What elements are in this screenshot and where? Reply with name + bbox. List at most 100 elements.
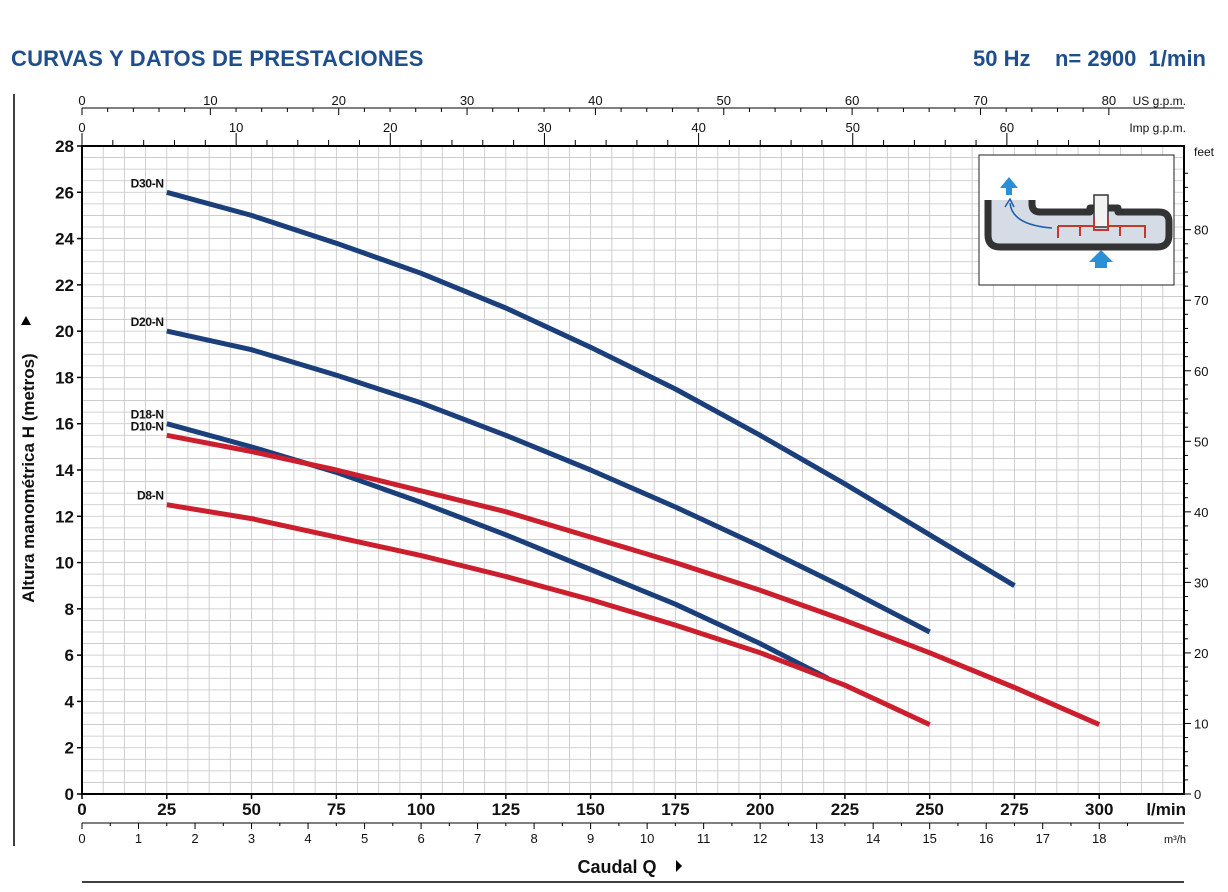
feet-tick-label: 80 (1194, 223, 1208, 238)
grid (81, 145, 1185, 795)
m3h-tick-label: 13 (809, 831, 823, 846)
impgpm-tick-label: 20 (383, 120, 397, 135)
y-axis-title: Altura manométrica H (metros) (19, 353, 38, 602)
series-label-d10-n: D10-N (131, 419, 164, 433)
outlet-arrow-icon (1000, 177, 1018, 195)
feet-tick-label: 20 (1194, 646, 1208, 661)
x-tick-label: 150 (576, 800, 604, 819)
series-curve-d20-n (166, 328, 931, 635)
series-curve-d30-n (166, 189, 1016, 588)
x-axis-title: Caudal Q (577, 857, 656, 877)
x-tick-label: 75 (327, 800, 346, 819)
feet-tick-label: 10 (1194, 716, 1208, 731)
impgpm-tick-label: 60 (1000, 120, 1014, 135)
usgpm-tick-label: 30 (460, 93, 474, 108)
y-axis-arrow-icon (21, 316, 31, 325)
feet-tick-label: 50 (1194, 434, 1208, 449)
m3h-tick-label: 11 (697, 831, 711, 846)
impgpm-tick-label: 30 (537, 120, 551, 135)
m3h-tick-label: 18 (1092, 831, 1106, 846)
feet-tick-label: 60 (1194, 364, 1208, 379)
chart-title: CURVAS Y DATOS DE PRESTACIONES (11, 46, 424, 71)
shaft-shape (1093, 194, 1109, 228)
m3h-tick-label: 2 (191, 831, 198, 846)
y-tick-label: 2 (65, 739, 74, 758)
feet-tick-label: 70 (1194, 293, 1208, 308)
m3h-tick-label: 17 (1035, 831, 1049, 846)
x-tick-label: 0 (77, 800, 86, 819)
y-tick-label: 12 (55, 507, 74, 526)
feet-tick-label: 40 (1194, 505, 1208, 520)
series-label-d8-n: D8-N (137, 489, 164, 503)
series-label-d30-n: D30-N (131, 176, 164, 190)
y-tick-label: 8 (65, 600, 74, 619)
impgpm-tick-label: 50 (846, 120, 860, 135)
y-tick-label: 20 (55, 322, 74, 341)
m3h-unit-label: m³/h (1164, 834, 1186, 846)
y-tick-label: 26 (55, 183, 74, 202)
y-tick-label: 22 (55, 276, 74, 295)
x-tick-label: 300 (1085, 800, 1113, 819)
feet-tick-label: 30 (1194, 575, 1208, 590)
usgpm-tick-label: 40 (588, 93, 602, 108)
x-tick-label: 50 (242, 800, 261, 819)
operating-conditions: 50 Hz n= 2900 1/min (973, 46, 1206, 71)
y-tick-label: 16 (55, 415, 74, 434)
impgpm-tick-label: 0 (78, 120, 85, 135)
x-tick-label: 200 (746, 800, 774, 819)
usgpm-tick-label: 70 (973, 93, 987, 108)
impgpm-unit-label: Imp g.p.m. (1129, 121, 1186, 135)
y-tick-label: 6 (65, 646, 74, 665)
m3h-tick-label: 1 (135, 831, 142, 846)
m3h-tick-label: 15 (922, 831, 936, 846)
usgpm-tick-label: 50 (717, 93, 731, 108)
m3h-tick-label: 16 (979, 831, 993, 846)
usgpm-tick-label: 60 (845, 93, 859, 108)
x-tick-label: 225 (831, 800, 859, 819)
impeller-shape (1057, 225, 1146, 238)
m3h-tick-label: 6 (417, 831, 424, 846)
y-tick-label: 14 (55, 461, 74, 480)
y-tick-label: 4 (65, 692, 75, 711)
y-tick-label: 0 (65, 785, 74, 804)
m3h-tick-label: 14 (866, 831, 880, 846)
x-tick-label: 250 (916, 800, 944, 819)
usgpm-tick-label: 10 (203, 93, 217, 108)
pump-casing-shape (984, 200, 1173, 251)
pump-diagram-inset (978, 154, 1175, 286)
m3h-tick-label: 4 (304, 831, 311, 846)
x-unit-label: l/min (1146, 800, 1186, 819)
x-tick-label: 100 (407, 800, 435, 819)
y-tick-label: 10 (55, 554, 74, 573)
x-tick-label: 275 (1000, 800, 1028, 819)
x-tick-label: 175 (661, 800, 689, 819)
y-tick-label: 18 (55, 368, 74, 387)
y-tick-label: 28 (55, 137, 74, 156)
usgpm-tick-label: 80 (1102, 93, 1116, 108)
m3h-tick-label: 0 (78, 831, 85, 846)
impgpm-tick-label: 40 (691, 120, 705, 135)
m3h-tick-label: 5 (361, 831, 368, 846)
usgpm-unit-label: US g.p.m. (1133, 94, 1186, 108)
x-tick-label: 125 (492, 800, 520, 819)
m3h-tick-label: 10 (640, 831, 654, 846)
x-tick-label: 25 (157, 800, 176, 819)
series-curve-d8-n (166, 502, 931, 727)
m3h-tick-label: 12 (753, 831, 767, 846)
feet-tick-label: 0 (1194, 787, 1201, 802)
inlet-arrow-icon (1089, 250, 1113, 268)
m3h-tick-label: 9 (587, 831, 594, 846)
m3h-tick-label: 3 (248, 831, 255, 846)
usgpm-tick-label: 20 (331, 93, 345, 108)
x-axis-arrow-icon (676, 860, 682, 872)
usgpm-tick-label: 0 (78, 93, 85, 108)
m3h-tick-label: 8 (530, 831, 537, 846)
series-label-d20-n: D20-N (131, 315, 164, 329)
series-label-d18-n: D18-N (131, 408, 164, 422)
series-curve-d10-n (166, 432, 1101, 727)
m3h-tick-label: 7 (474, 831, 481, 846)
y-tick-label: 24 (55, 230, 74, 249)
